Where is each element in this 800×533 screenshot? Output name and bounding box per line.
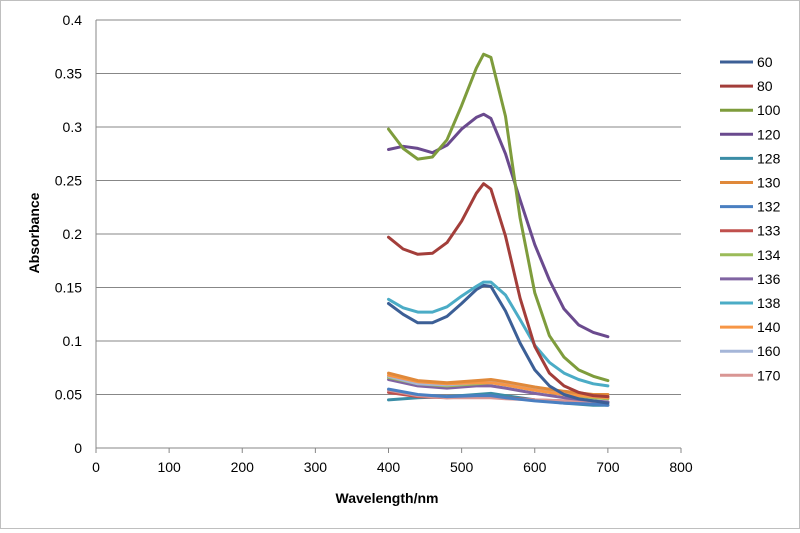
gridlines [96, 19, 681, 395]
series-line-132 [387, 387, 610, 407]
legend-label-133: 133 [757, 223, 781, 239]
y-tick-label: 0.2 [63, 226, 83, 242]
series-lines [387, 52, 610, 407]
y-tick-label: 0.3 [63, 119, 83, 135]
legend-label-160: 160 [757, 343, 781, 359]
legend-label-140: 140 [757, 319, 781, 335]
x-tick-label: 100 [157, 459, 181, 475]
y-tick-label: 0 [74, 440, 82, 456]
x-tick-label: 700 [596, 459, 620, 475]
y-tick-label: 0.35 [55, 66, 82, 82]
tick-labels: 0 0.05 0.1 0.15 0.2 0.25 0.3 0.35 0.4 0 100 200 300 4… [55, 12, 693, 475]
series-line-60 [387, 283, 610, 405]
x-tick-label: 400 [377, 459, 401, 475]
series-line-120 [387, 112, 610, 339]
y-tick-label: 0.25 [55, 173, 82, 189]
x-tick-label: 500 [450, 459, 474, 475]
y-tick-label: 0.4 [63, 12, 83, 28]
y-axis-title: Absorbance [26, 192, 42, 273]
legend-label-60: 60 [757, 54, 773, 70]
x-tick-label: 300 [304, 459, 328, 475]
legend-label-120: 120 [757, 126, 781, 142]
x-tick-label: 0 [92, 459, 100, 475]
legend-label-136: 136 [757, 271, 781, 287]
series-line-80 [387, 182, 610, 399]
legend-label-80: 80 [757, 78, 773, 94]
series-line-100 [387, 52, 610, 383]
legend-label-128: 128 [757, 150, 781, 166]
x-tick-label: 800 [669, 459, 693, 475]
legend-label-138: 138 [757, 295, 781, 311]
x-tick-label: 600 [523, 459, 547, 475]
legend-label-100: 100 [757, 102, 781, 118]
x-axis-title: Wavelength/nm [336, 490, 439, 506]
series-line-138 [387, 280, 610, 388]
y-tick-label: 0.15 [55, 280, 82, 296]
legend: 60 80 100 120 128 130 132 133 134 136 138 140 160 170 [720, 54, 781, 383]
y-tick-label: 0.05 [55, 387, 82, 403]
legend-label-170: 170 [757, 367, 781, 383]
legend-label-134: 134 [757, 247, 781, 263]
legend-label-130: 130 [757, 175, 781, 191]
x-tick-label: 200 [231, 459, 255, 475]
y-tick-label: 0.1 [63, 333, 83, 349]
axes [95, 20, 682, 453]
legend-label-132: 132 [757, 199, 781, 215]
